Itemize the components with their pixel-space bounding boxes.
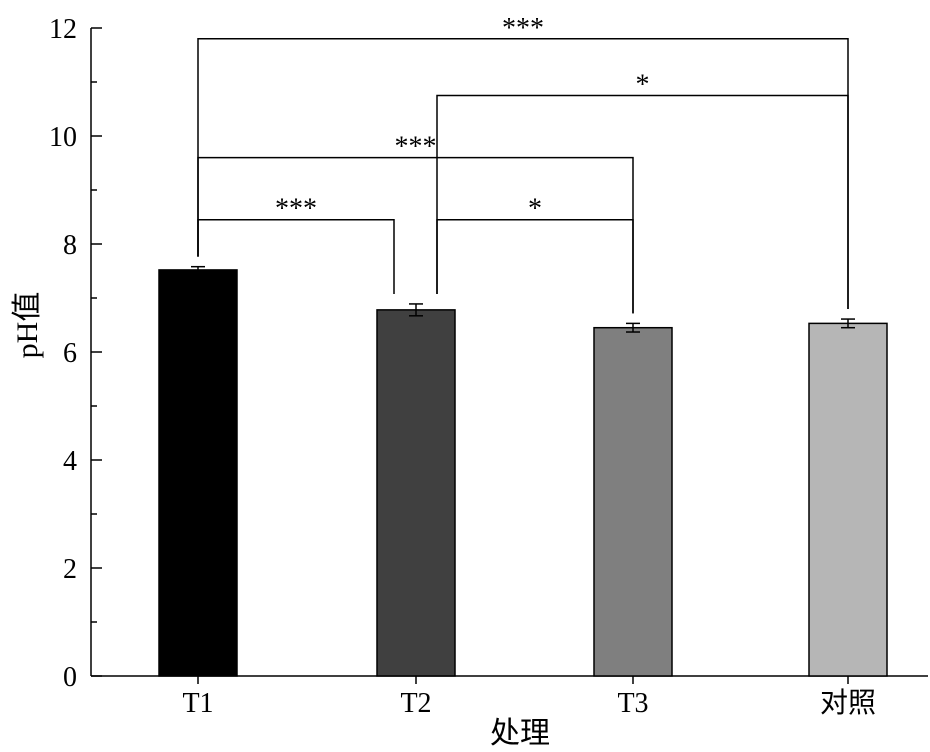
- bars: [158, 269, 888, 677]
- significance-bracket: [197, 38, 849, 310]
- significance-label: *: [636, 70, 650, 101]
- x-tick-label: 对照: [820, 687, 876, 719]
- significance-bracket: [436, 94, 849, 310]
- significance-bracket: [436, 218, 634, 314]
- y-tick-label: 0: [63, 662, 77, 693]
- significance-brackets: *** ********: [197, 13, 849, 314]
- error-bars: [191, 265, 855, 333]
- y-tick-label: 12: [49, 14, 77, 45]
- y-tick-label: 2: [63, 554, 77, 585]
- bar-T2: [376, 309, 456, 677]
- significance-bracket: [197, 156, 634, 314]
- x-axis: T1 T2 T3 对照: [91, 675, 928, 719]
- y-tick-label: 4: [63, 446, 77, 477]
- bar-T1: [158, 269, 238, 677]
- significance-label: *: [528, 194, 542, 225]
- bar-对照: [808, 322, 888, 677]
- y-tick-label: 8: [63, 230, 77, 261]
- significance-label: ***: [275, 194, 317, 225]
- y-axis-title: pH值: [11, 292, 44, 359]
- significance-label: ***: [395, 132, 437, 163]
- significance-label: ***: [502, 13, 544, 44]
- x-tick-label: T1: [182, 688, 213, 719]
- bar-T3: [593, 326, 673, 677]
- x-axis-title: 处理: [490, 717, 550, 750]
- y-tick-label: 10: [49, 122, 77, 153]
- x-tick-label: T3: [617, 688, 648, 719]
- y-tick-label: 6: [63, 338, 77, 369]
- y-axis: 0 2 4 6 8 10 12: [49, 14, 102, 693]
- x-tick-label: T2: [400, 688, 431, 719]
